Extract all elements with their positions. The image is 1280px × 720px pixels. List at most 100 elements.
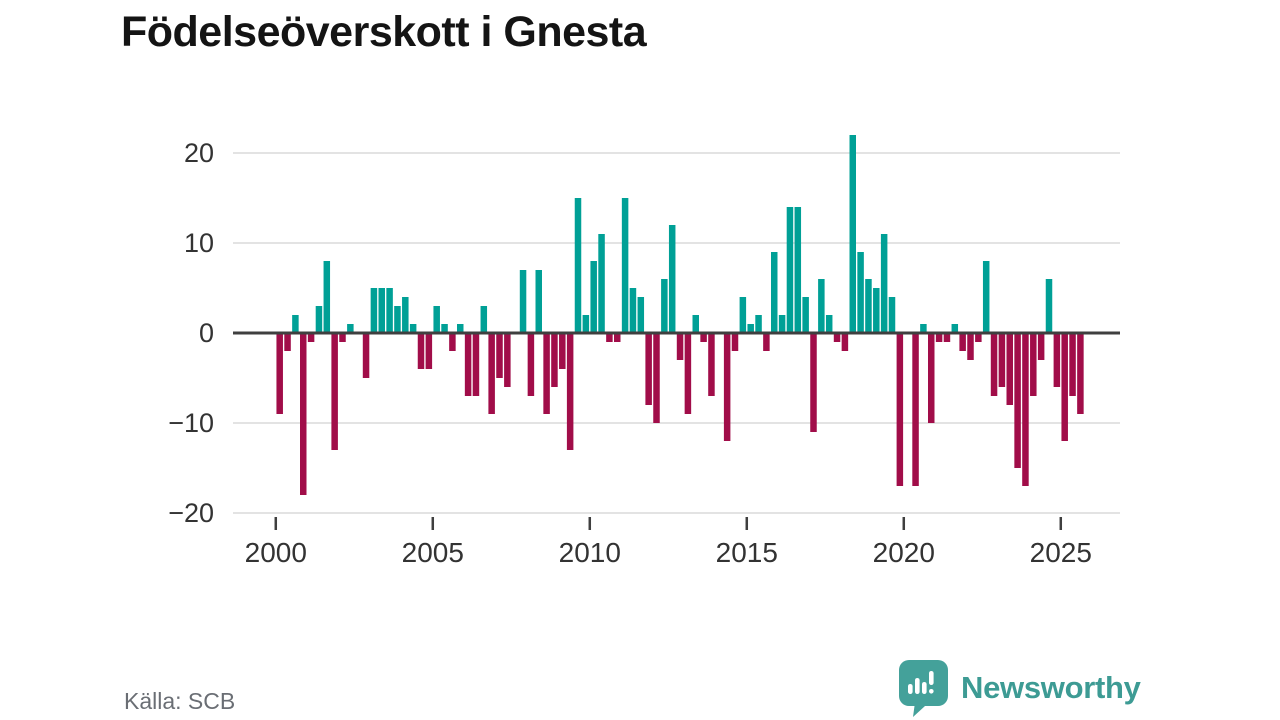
- bar-2012-Q1: [653, 333, 660, 423]
- bar-2003-Q3: [386, 288, 393, 333]
- bar-2023-Q2: [1006, 333, 1013, 405]
- bar-2018-Q3: [857, 252, 864, 333]
- bar-2010-Q1: [590, 261, 597, 333]
- bar-2023-Q4: [1022, 333, 1029, 486]
- bar-2006-Q3: [480, 306, 488, 333]
- bar-2003-Q1: [370, 288, 378, 333]
- bar-2009-Q4: [582, 315, 590, 333]
- bar-2005-Q1: [433, 306, 440, 333]
- bar-2023-Q1: [998, 333, 1006, 387]
- bar-2006-Q1: [464, 333, 472, 396]
- bar-2024-Q2: [1037, 333, 1045, 360]
- bar-2014-Q3: [731, 333, 739, 351]
- chart-title: Födelseöverskott i Gnesta: [121, 8, 647, 56]
- bar-2014-Q2: [723, 333, 731, 441]
- bar-2002-Q2: [347, 324, 354, 333]
- bar-2019-Q2: [880, 234, 888, 333]
- bar-2011-Q4: [645, 333, 652, 405]
- x-axis-label-2020: 2020: [873, 537, 935, 568]
- bar-2004-Q2: [409, 324, 417, 333]
- bar-2013-Q1: [684, 333, 692, 414]
- bar-2015-Q2: [755, 315, 762, 333]
- bar-2000-Q3: [292, 315, 299, 333]
- bar-2012-Q3: [668, 225, 676, 333]
- bar-2018-Q2: [849, 135, 856, 333]
- x-axis-label-2000: 2000: [245, 537, 307, 568]
- bar-2004-Q3: [417, 333, 425, 369]
- bar-2017-Q1: [810, 333, 817, 432]
- bar-2015-Q1: [747, 324, 754, 333]
- bar-2022-Q1: [967, 333, 974, 360]
- bar-2017-Q3: [825, 315, 833, 333]
- source-label: Källa: SCB: [124, 688, 236, 714]
- y-axis-label--10: −10: [168, 408, 214, 438]
- bar-2011-Q2: [629, 288, 637, 333]
- x-axis-label-2025: 2025: [1030, 537, 1092, 568]
- bar-2000-Q2: [284, 333, 291, 351]
- bar-2016-Q3: [794, 207, 802, 333]
- y-axis-label-0: 0: [199, 318, 214, 348]
- bar-2011-Q1: [621, 198, 629, 333]
- bar-2023-Q3: [1014, 333, 1021, 468]
- y-axis-label-20: 20: [184, 138, 214, 168]
- bar-2005-Q4: [457, 324, 464, 333]
- bar-2024-Q3: [1045, 279, 1053, 333]
- bar-2020-Q4: [928, 333, 935, 423]
- bar-2016-Q1: [778, 315, 786, 333]
- bar-2011-Q3: [637, 297, 645, 333]
- bar-2020-Q2: [912, 333, 919, 486]
- bar-2007-Q2: [504, 333, 511, 387]
- bar-2014-Q4: [739, 297, 747, 333]
- bar-2020-Q3: [920, 324, 927, 333]
- bar-2003-Q4: [394, 306, 401, 333]
- bar-2004-Q4: [425, 333, 433, 369]
- bar-2010-Q3: [606, 333, 613, 342]
- bar-2001-Q4: [331, 333, 338, 450]
- bar-2025-Q3: [1077, 333, 1084, 414]
- bar-2022-Q4: [990, 333, 998, 396]
- bar-2000-Q1: [276, 333, 283, 414]
- bar-2009-Q2: [566, 333, 574, 450]
- bar-2006-Q2: [472, 333, 480, 396]
- bar-2010-Q2: [598, 234, 605, 333]
- bar-2005-Q3: [449, 333, 456, 351]
- bar-2012-Q2: [661, 279, 668, 333]
- bar-2000-Q4: [300, 333, 307, 495]
- bar-2010-Q4: [614, 333, 621, 342]
- newsworthy-bubble-chart-icon: [899, 660, 948, 717]
- bar-2001-Q1: [307, 333, 315, 342]
- y-axis-label--20: −20: [168, 498, 214, 528]
- bar-2007-Q4: [519, 270, 527, 333]
- bar-2024-Q1: [1030, 333, 1037, 396]
- x-axis-label-2005: 2005: [402, 537, 464, 568]
- bar-2019-Q4: [896, 333, 904, 486]
- bar-2017-Q4: [833, 333, 841, 342]
- newsworthy-wordmark: Newsworthy: [961, 670, 1141, 705]
- bar-2005-Q2: [441, 324, 448, 333]
- bar-2006-Q4: [488, 333, 495, 414]
- bar-2007-Q1: [496, 333, 503, 378]
- y-axis-label-10: 10: [184, 228, 214, 258]
- bar-2002-Q4: [362, 333, 370, 378]
- bar-2019-Q3: [888, 297, 896, 333]
- newsworthy-logo: Newsworthy: [897, 659, 1141, 717]
- bar-2008-Q1: [527, 333, 535, 396]
- bar-2013-Q2: [692, 315, 699, 333]
- bar-2019-Q1: [873, 288, 880, 333]
- bar-2024-Q4: [1053, 333, 1061, 387]
- bar-2025-Q2: [1069, 333, 1076, 396]
- bar-2021-Q2: [943, 333, 951, 342]
- bar-2002-Q1: [339, 333, 346, 342]
- bar-2003-Q2: [378, 288, 385, 333]
- bar-2009-Q1: [559, 333, 566, 369]
- bar-2021-Q3: [951, 324, 959, 333]
- bar-2015-Q3: [763, 333, 770, 351]
- bar-2001-Q3: [323, 261, 331, 333]
- bar-2012-Q4: [676, 333, 684, 360]
- bar-2008-Q3: [543, 333, 550, 414]
- bar-2008-Q2: [535, 270, 542, 333]
- x-axis-label-2010: 2010: [559, 537, 621, 568]
- bar-2001-Q2: [315, 306, 323, 333]
